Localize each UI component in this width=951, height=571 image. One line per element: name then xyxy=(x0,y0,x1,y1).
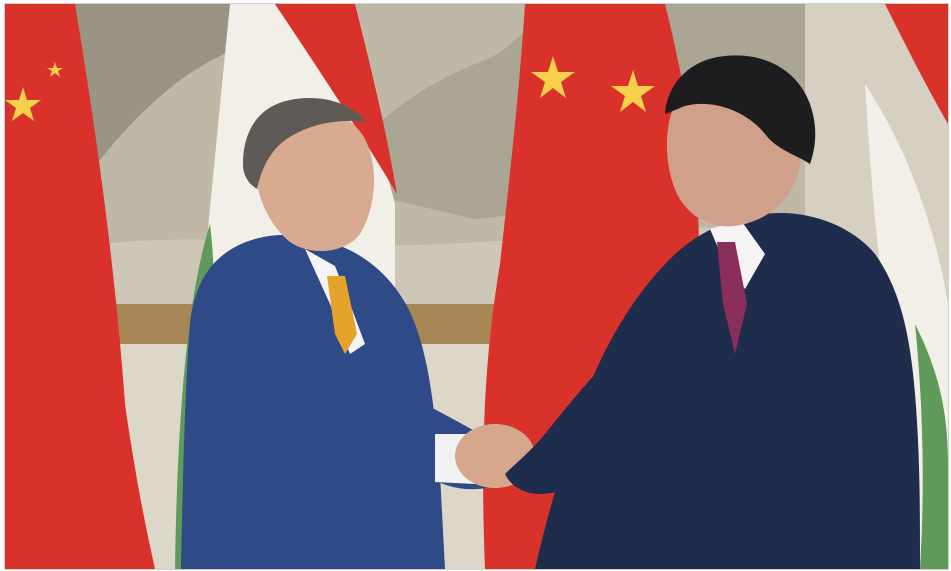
star-icon xyxy=(47,62,63,77)
hair xyxy=(665,55,816,165)
china-flag xyxy=(5,4,155,569)
hair xyxy=(243,98,367,189)
right-arm xyxy=(505,364,640,494)
shirt-collar xyxy=(710,219,765,289)
suit-jacket xyxy=(535,213,920,569)
china-flag xyxy=(885,4,948,124)
star-icon xyxy=(5,87,41,121)
necktie xyxy=(327,276,357,354)
star-icon xyxy=(611,70,655,112)
photo xyxy=(5,4,948,569)
hungary-flag-green-stripe xyxy=(915,324,948,569)
mountain-left xyxy=(45,4,305,234)
face xyxy=(255,106,375,252)
star-icon xyxy=(531,56,575,98)
photo-frame xyxy=(4,3,949,570)
hungary-flag-red-stripe xyxy=(275,4,397,194)
right-man xyxy=(505,55,920,569)
necktie xyxy=(717,242,747,354)
left-man xyxy=(181,98,509,569)
suit-jacket xyxy=(181,234,445,569)
